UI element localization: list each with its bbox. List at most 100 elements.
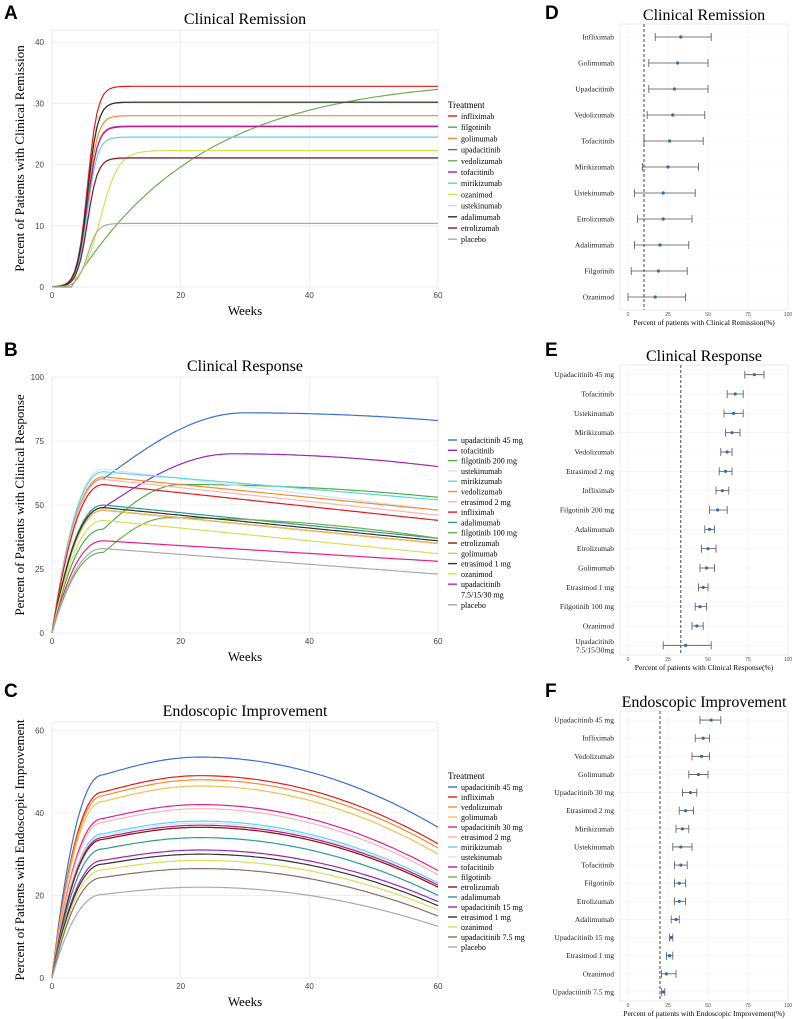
row-label: Ustekinumab bbox=[574, 189, 614, 198]
point-estimate bbox=[700, 754, 704, 758]
x-tick-label: 40 bbox=[305, 982, 314, 991]
legend-label: infliximab bbox=[461, 793, 494, 802]
y-tick-label: 10 bbox=[35, 222, 44, 231]
legend-label: filgotinib bbox=[461, 123, 491, 132]
row-label: Upadacitinib bbox=[575, 85, 614, 94]
series-line bbox=[51, 775, 439, 979]
x-axis-label: Weeks bbox=[228, 994, 262, 1009]
series-line bbox=[51, 509, 439, 634]
legend-label: upadacitinib 45 mg bbox=[461, 436, 523, 445]
x-tick-label: 40 bbox=[305, 637, 314, 646]
point-estimate bbox=[696, 772, 701, 777]
point-estimate bbox=[674, 917, 678, 922]
plot-area bbox=[51, 721, 439, 979]
legend-label: tofacitinib bbox=[461, 863, 494, 872]
series-line bbox=[51, 785, 439, 979]
x-tick-label: 50 bbox=[705, 312, 711, 318]
x-tick-label: 0 bbox=[50, 982, 55, 991]
y-axis-label: Percent of Patients with Clinical Remiss… bbox=[12, 45, 27, 272]
series-line bbox=[51, 826, 439, 979]
point-estimate bbox=[752, 373, 757, 377]
y-tick-label: 40 bbox=[35, 38, 44, 47]
series-line bbox=[51, 453, 439, 634]
legend-label: ozanimod bbox=[461, 923, 493, 932]
point-estimate bbox=[684, 643, 688, 647]
series-line bbox=[51, 756, 439, 979]
series-line bbox=[51, 483, 439, 634]
row-label: Golimumab bbox=[578, 770, 614, 779]
x-tick-label: 100 bbox=[784, 1003, 793, 1009]
chart-title: Endoscopic Improvement bbox=[622, 694, 787, 711]
x-tick-label: 75 bbox=[745, 657, 751, 663]
y-tick-label: 50 bbox=[35, 501, 44, 510]
legend-title: Treatment bbox=[448, 771, 485, 781]
series-line bbox=[51, 540, 439, 634]
point-estimate bbox=[668, 954, 672, 958]
series-line bbox=[51, 483, 439, 634]
row-label: Upadacitinib 30 mg bbox=[554, 788, 614, 797]
x-tick-label: 50 bbox=[705, 1003, 711, 1009]
point-estimate bbox=[708, 527, 712, 531]
point-estimate bbox=[661, 191, 665, 195]
y-tick-label: 75 bbox=[35, 437, 44, 446]
point-estimate bbox=[720, 489, 725, 493]
row-label: Golimumab bbox=[578, 59, 614, 68]
panel-label: B bbox=[4, 340, 18, 361]
series-line bbox=[51, 412, 439, 634]
series-line bbox=[51, 85, 438, 288]
point-estimate bbox=[666, 165, 670, 169]
legend-label: etrolizumab bbox=[461, 883, 499, 892]
point-estimate bbox=[704, 566, 709, 570]
row-label: Mirikizumab bbox=[575, 163, 614, 172]
x-tick-label: 60 bbox=[434, 982, 443, 991]
series-line bbox=[51, 478, 439, 634]
point-estimate bbox=[679, 845, 683, 849]
legend-label: vedolizumab bbox=[461, 157, 502, 166]
point-estimate bbox=[671, 113, 675, 117]
point-estimate bbox=[672, 87, 677, 91]
legend-title: Treatment bbox=[448, 100, 485, 110]
line-panel-C: 0 20 40 60 0 20 40 60 Endoscopic Improvement Week… bbox=[12, 703, 525, 1009]
x-tick-label: 75 bbox=[745, 312, 751, 318]
row-label: Etrolizumab bbox=[577, 897, 614, 906]
legend-label: tofacitinib bbox=[461, 168, 494, 177]
legend-label: golimumab bbox=[461, 813, 497, 822]
legend-label: upadacitinib bbox=[461, 146, 501, 155]
legend-label: vedolizumab bbox=[461, 803, 502, 812]
row-label: Infliximab bbox=[582, 734, 614, 743]
series-line bbox=[51, 824, 439, 979]
series-line bbox=[51, 803, 439, 979]
x-tick-label: 75 bbox=[745, 1003, 751, 1009]
forest-panel-E: Clinical Response 0 25 50 75 100 Percent of pa… bbox=[554, 348, 792, 672]
row-label: Vedolizumab bbox=[574, 448, 614, 457]
series-line bbox=[51, 808, 439, 979]
legend-label: infliximab bbox=[461, 112, 494, 121]
legend-label: placebo bbox=[461, 235, 486, 244]
row-label: Upadacitinib 15 mg bbox=[554, 933, 614, 942]
row-label: Infliximab bbox=[582, 486, 614, 495]
series-line bbox=[51, 820, 439, 979]
legend-label: etrasimod 2 mg bbox=[461, 498, 511, 507]
point-estimate bbox=[676, 61, 680, 65]
legend-label: ozanimod bbox=[461, 570, 493, 579]
row-label: Etrolizumab bbox=[577, 544, 614, 553]
panel-label: D bbox=[545, 3, 559, 24]
legend-label: golimumab bbox=[461, 549, 497, 558]
y-tick-label: 0 bbox=[40, 629, 45, 638]
y-tick-label: 20 bbox=[35, 161, 44, 170]
legend-label: filgotinib bbox=[461, 873, 491, 882]
legend-label: ustekinumab bbox=[461, 853, 502, 862]
row-label: Ozanimod bbox=[583, 969, 614, 978]
legend-label: filgotinib 200 mg bbox=[461, 457, 517, 466]
legend-label: upadacitinib 7.5 mg bbox=[461, 933, 525, 942]
row-label: Tofacitinib bbox=[581, 861, 614, 870]
row-label: Upadacitinib 45 mg bbox=[554, 370, 614, 379]
row-label: Filgotinib 100 mg bbox=[560, 602, 614, 611]
series-line bbox=[51, 859, 439, 979]
x-tick-label: 20 bbox=[176, 982, 185, 991]
point-estimate bbox=[695, 624, 699, 628]
point-estimate bbox=[679, 863, 683, 867]
series-line bbox=[51, 157, 438, 288]
legend-label: etrolizumab bbox=[461, 224, 499, 233]
panel-label: E bbox=[545, 340, 558, 361]
